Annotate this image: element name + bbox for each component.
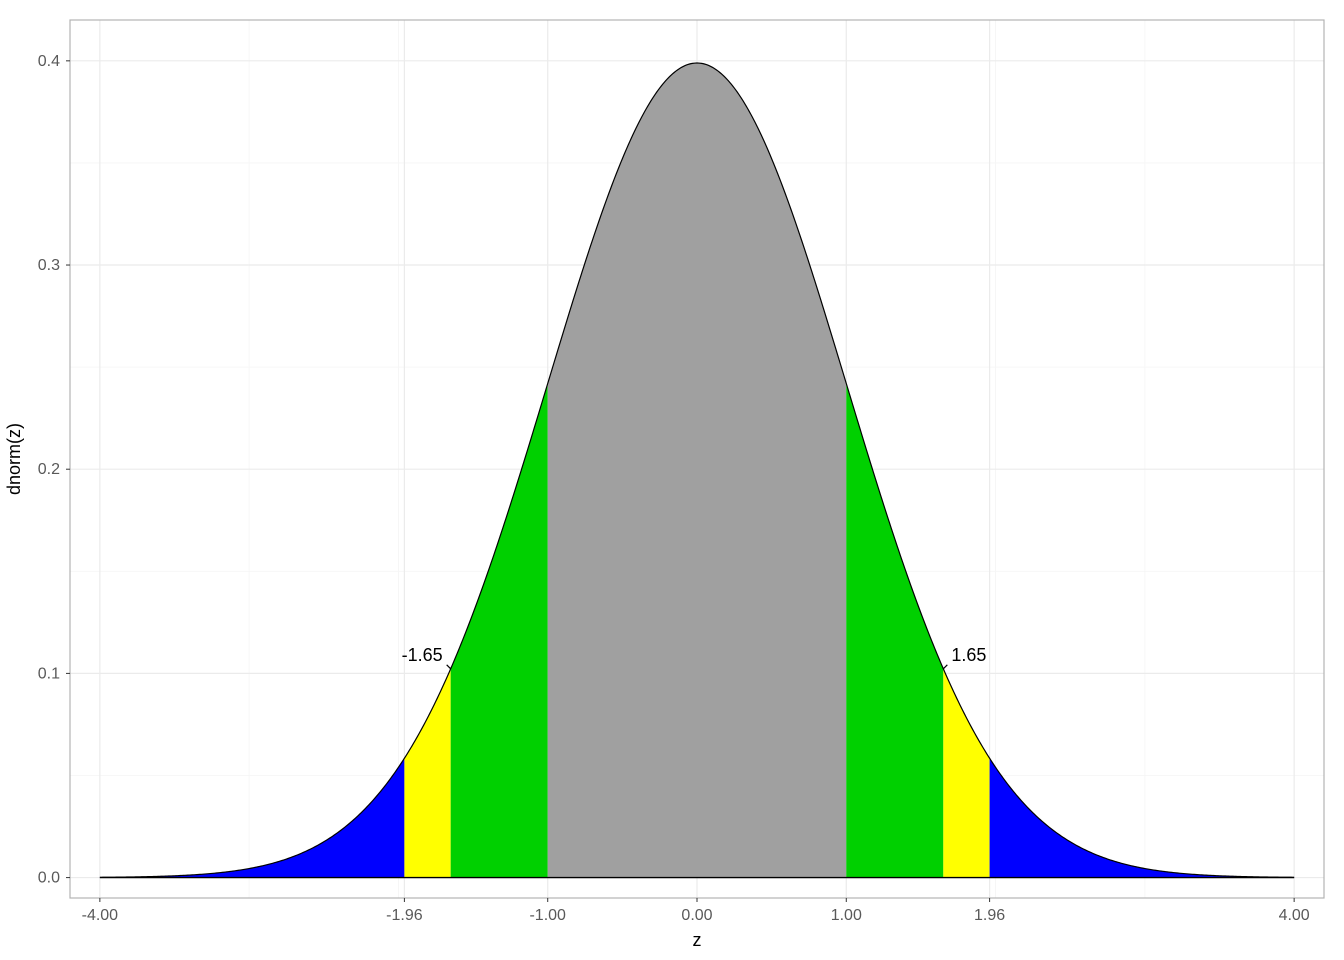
y-tick-label: 0.0 (38, 870, 60, 887)
x-tick-label: -1.00 (529, 907, 566, 924)
y-tick-label: 0.4 (38, 53, 60, 70)
chart-container: -1.65 1.65 -4.00 -1.96 -1.00 0.00 1.00 1.96 4.00… (0, 0, 1344, 960)
x-tick-label: 0.00 (681, 907, 712, 924)
y-tick-label: 0.3 (38, 257, 60, 274)
x-tick-label: -4.00 (82, 907, 119, 924)
annotation-label-0: -1.65 (402, 645, 443, 665)
y-tick-label: 0.2 (38, 461, 60, 478)
x-tick-label: 1.96 (974, 907, 1005, 924)
y-tick-label: 0.1 (38, 665, 60, 682)
x-axis-title: z (693, 930, 702, 950)
x-tick-label: 4.00 (1279, 907, 1310, 924)
density-plot: -1.65 1.65 -4.00 -1.96 -1.00 0.00 1.00 1.96 4.00… (0, 0, 1344, 960)
x-tick-label: 1.00 (831, 907, 862, 924)
annotation-label-1: 1.65 (951, 645, 986, 665)
x-tick-label: -1.96 (386, 907, 423, 924)
y-axis-title: dnorm(z) (4, 423, 24, 495)
